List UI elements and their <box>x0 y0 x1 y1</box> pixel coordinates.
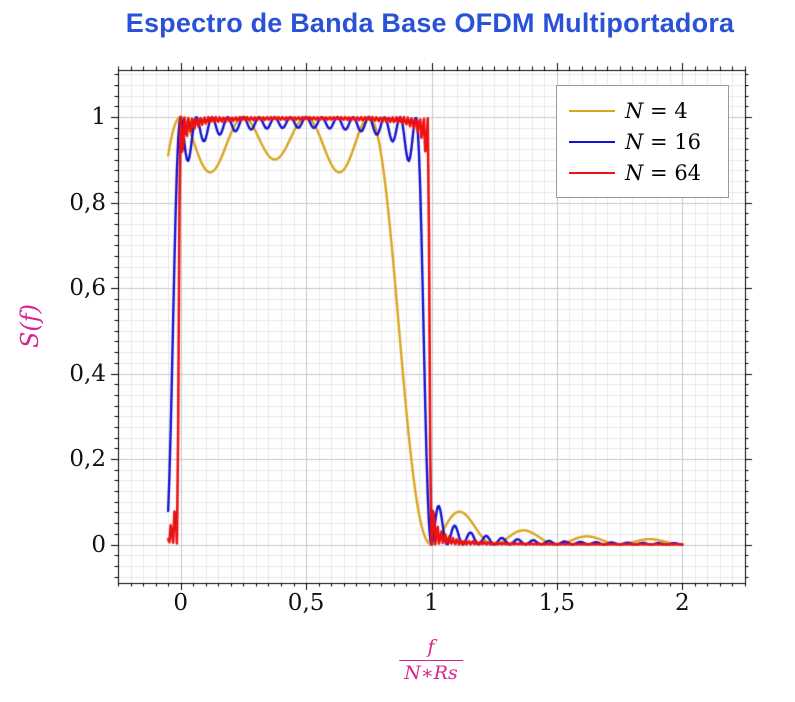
legend-label-var: N <box>625 129 644 154</box>
legend-line-swatch <box>569 171 615 174</box>
y-tick-label: 0,8 <box>69 189 106 216</box>
legend-item: N = 16 <box>569 126 716 157</box>
x-axis-label-numerator: f <box>427 636 435 658</box>
y-tick-label: 0,6 <box>69 275 106 302</box>
legend-label: N = 64 <box>625 161 701 185</box>
y-tick-label: 0,2 <box>69 446 106 473</box>
legend-label-rest: = 64 <box>643 160 702 185</box>
x-tick-label: 0 <box>173 590 189 616</box>
y-tick-label: 0 <box>91 531 106 558</box>
x-tick-label: 0,5 <box>287 590 325 616</box>
legend: N = 4 N = 16 N = 64 <box>556 85 729 198</box>
x-axis-label-denominator: N∗Rs <box>399 659 463 686</box>
legend-line-swatch <box>569 109 615 112</box>
x-axis-label: f N∗Rs <box>399 636 463 686</box>
legend-label-var: N <box>625 98 644 123</box>
y-tick-label: 1 <box>91 104 106 131</box>
y-tick-label: 0,4 <box>69 360 106 387</box>
legend-label-var: N <box>625 160 644 185</box>
x-tick-label: 2 <box>674 590 690 616</box>
y-axis-label: S(f) <box>16 303 44 349</box>
legend-label: N = 16 <box>625 130 701 154</box>
legend-label-rest: = 16 <box>643 129 702 154</box>
x-tick-label: 1,5 <box>538 590 576 616</box>
legend-label-rest: = 4 <box>643 98 688 123</box>
x-tick-label: 1 <box>424 590 439 616</box>
legend-label: N = 4 <box>625 99 688 123</box>
legend-line-swatch <box>569 140 615 143</box>
legend-item: N = 4 <box>569 95 716 126</box>
legend-item: N = 64 <box>569 157 716 188</box>
